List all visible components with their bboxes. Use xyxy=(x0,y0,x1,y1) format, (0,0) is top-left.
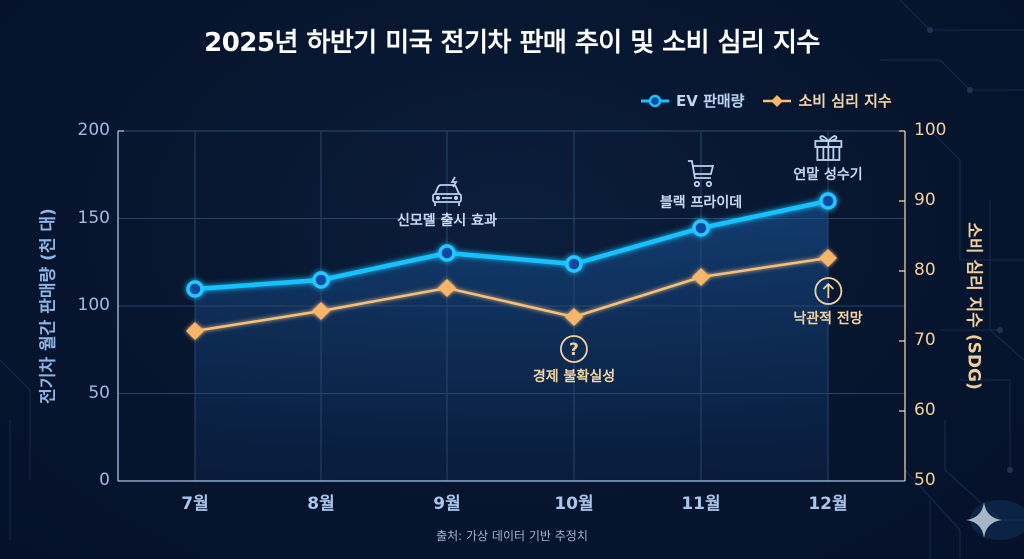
csi-markers xyxy=(186,249,837,340)
y-tick-right: 90 xyxy=(914,190,936,210)
gift-icon xyxy=(814,135,842,161)
shopping-cart-icon xyxy=(688,160,715,188)
y-axis-label-right: 소비 심리 지수 (SDG) xyxy=(963,222,984,390)
arrow-up-circle-icon xyxy=(814,277,842,305)
legend-item-ev[interactable]: EV 판매량 xyxy=(640,90,744,111)
sparkle-icon xyxy=(966,502,1002,538)
csi-line xyxy=(194,256,829,333)
chart-title: 2025년 하반기 미국 전기차 판매 추이 및 소비 심리 지수 xyxy=(204,28,820,58)
annotation-uncertainty-text: 경제 불확실성 xyxy=(532,369,616,385)
y-tick-right: 80 xyxy=(914,260,936,280)
svg-text:?: ? xyxy=(569,340,579,360)
y-tick-left: 200 xyxy=(77,120,110,140)
y-tick-right: 60 xyxy=(914,400,936,420)
chart-legend: EV 판매량 소비 심리 지수 xyxy=(640,90,892,111)
y-tick-right: 70 xyxy=(914,330,936,350)
annotation-black-friday: 블랙 프라이데 xyxy=(660,158,742,212)
legend-ev-label: EV 판매량 xyxy=(676,92,745,110)
y-tick-left: 50 xyxy=(88,383,110,403)
ev-line xyxy=(194,198,829,292)
x-tick: 8월 xyxy=(307,494,335,514)
y-axis-label-left: 전기차 월간 판매량 (천 대) xyxy=(38,208,59,404)
annotation-new-model: 신모델 출시 효과 xyxy=(397,176,497,230)
question-circle-icon: ? xyxy=(560,335,588,363)
y-tick-left: 150 xyxy=(77,208,110,228)
annotation-optimism-text: 낙관적 전망 xyxy=(793,311,863,327)
y-tick-left: 100 xyxy=(77,295,110,315)
x-tick: 10월 xyxy=(554,494,594,514)
x-tick: 9월 xyxy=(433,494,461,514)
axes-frame xyxy=(117,130,906,482)
annotation-optimism: 낙관적 전망 xyxy=(793,276,863,328)
electric-car-icon xyxy=(432,176,462,206)
annotation-black-friday-text: 블랙 프라이데 xyxy=(659,195,743,211)
ev-area-fill xyxy=(195,201,828,481)
grid-lines xyxy=(118,131,905,481)
x-tick: 7월 xyxy=(181,494,209,514)
ev-markers xyxy=(186,192,837,298)
y-tick-left: 0 xyxy=(99,470,110,490)
source-note: 출처: 가상 데이터 기반 추정치 xyxy=(436,529,588,543)
legend-diamond-marker-icon xyxy=(763,94,792,107)
legend-circle-marker-icon xyxy=(641,94,669,107)
x-tick: 12월 xyxy=(808,494,848,514)
y-tick-right: 50 xyxy=(914,470,936,490)
legend-item-csi[interactable]: 소비 심리 지수 xyxy=(762,90,892,111)
annotation-year-end-text: 연말 성수기 xyxy=(793,167,863,183)
y-tick-right: 100 xyxy=(914,120,947,140)
legend-csi-label: 소비 심리 지수 xyxy=(798,92,892,110)
annotation-new-model-text: 신모델 출시 효과 xyxy=(397,213,497,229)
annotation-uncertainty: ? 경제 불확실성 xyxy=(533,334,615,386)
x-tick: 11월 xyxy=(681,494,721,514)
annotation-year-end: 연말 성수기 xyxy=(793,132,863,184)
